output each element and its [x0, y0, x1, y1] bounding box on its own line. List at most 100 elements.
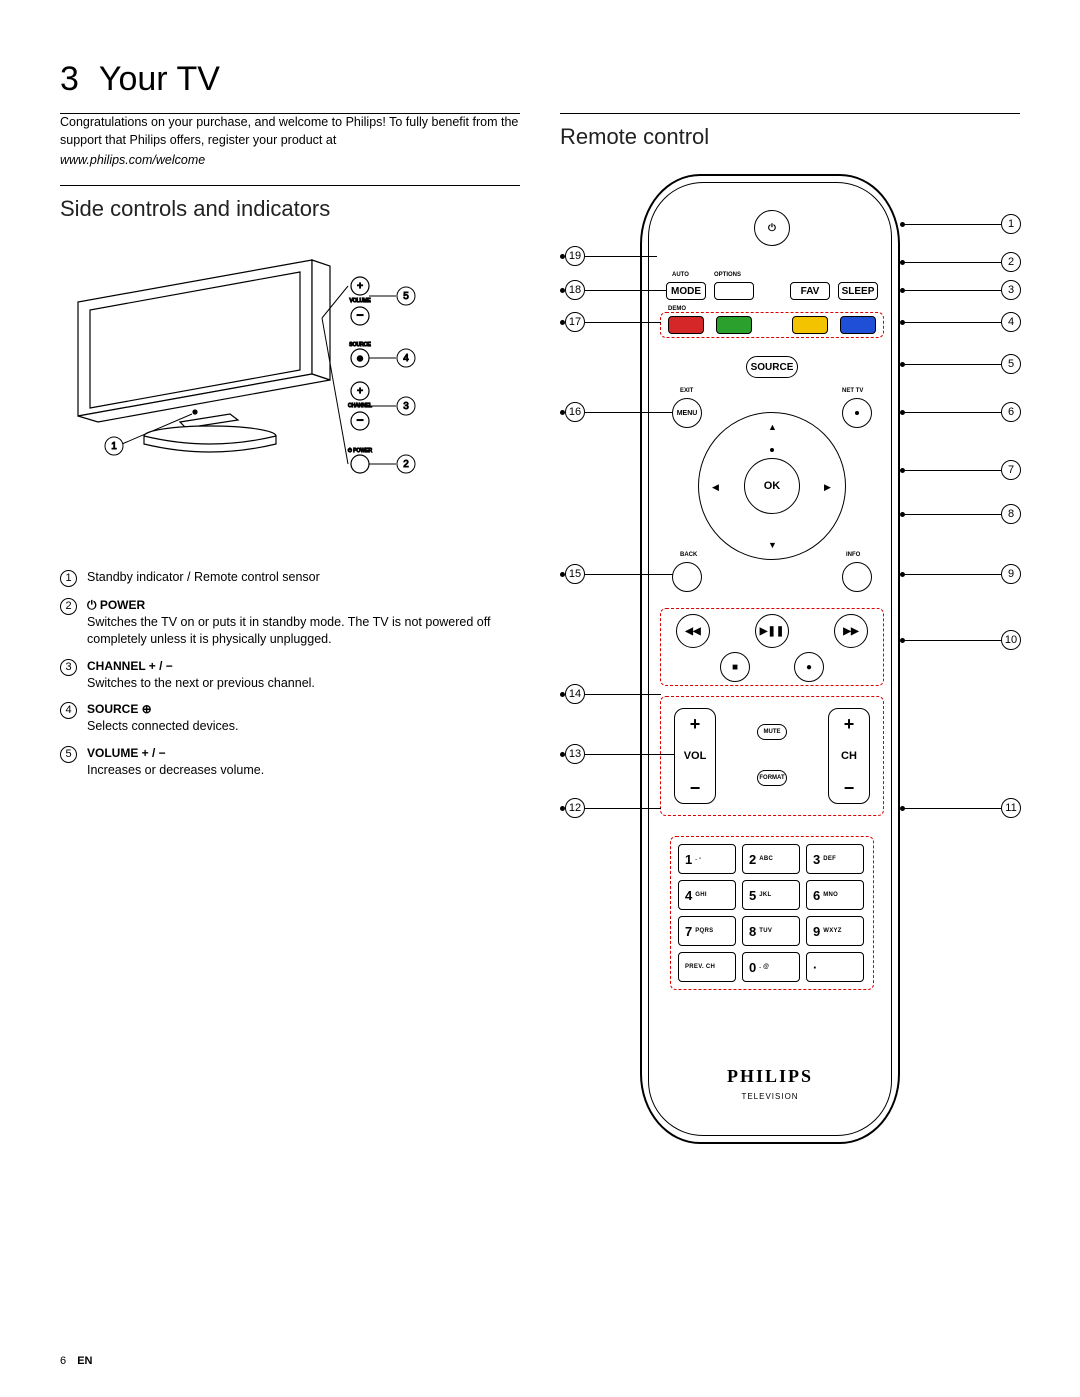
callout-2: 2	[60, 598, 77, 615]
down-arrow-icon: ▼	[768, 540, 777, 550]
item-title: ⏻ POWER	[87, 598, 145, 612]
brand-logo: PHILIPS	[642, 1066, 898, 1087]
callout-6: 6	[900, 402, 1021, 422]
key-PREV. CH: PREV. CH	[678, 952, 736, 982]
list-item: 4 SOURCE ⊕Selects connected devices.	[60, 701, 520, 735]
svg-text:CHANNEL: CHANNEL	[348, 403, 372, 409]
key-1: 1. -	[678, 844, 736, 874]
sleep-button: SLEEP	[838, 282, 878, 300]
record-button: ●	[794, 652, 824, 682]
page-title: 3 Your TV	[60, 60, 1020, 99]
left-column: Congratulations on your purchase, and we…	[60, 113, 520, 1164]
back-button	[672, 562, 702, 592]
up-arrow-icon: ▲	[768, 422, 777, 432]
options-label: OPTIONS	[714, 272, 741, 278]
chapter-title: Your TV	[99, 60, 220, 99]
callout-16: 16	[560, 402, 673, 422]
callout-15: 15	[560, 564, 673, 584]
section-heading-side: Side controls and indicators	[60, 196, 520, 222]
blue-button	[840, 316, 876, 334]
list-item: 5 VOLUME + / − Increases or decreases vol…	[60, 745, 520, 779]
source-button: SOURCE	[746, 356, 798, 378]
svg-text:2: 2	[403, 459, 409, 470]
key-8: 8TUV	[742, 916, 800, 946]
callout-10: 10	[900, 630, 1021, 650]
channel-rocker: +CH−	[828, 708, 870, 804]
svg-text:4: 4	[403, 353, 409, 364]
remote-diagram: ⏻ AUTO OPTIONS MODE FAV SLEEP DEMO SOURC…	[560, 164, 1020, 1164]
key-6: 6MNO	[806, 880, 864, 910]
right-column: Remote control ⏻ AUTO OPTIONS MODE FAV S…	[560, 113, 1020, 1164]
svg-text:−: −	[356, 308, 363, 322]
nettv-button	[842, 398, 872, 428]
item-body: Switches the TV on or puts it in standby…	[87, 614, 520, 648]
format-button: FORMAT	[757, 770, 787, 786]
key-2: 2ABC	[742, 844, 800, 874]
key-0: 0. @	[742, 952, 800, 982]
svg-text:+: +	[357, 386, 363, 397]
rewind-button: ◀◀	[676, 614, 710, 648]
item-body: Increases or decreases volume.	[87, 762, 264, 779]
callout-8: 8	[900, 504, 1021, 524]
auto-label: AUTO	[672, 272, 689, 278]
item-title: SOURCE ⊕	[87, 702, 152, 716]
play-pause-button: ▶❚❚	[755, 614, 789, 648]
callout-2: 2	[900, 252, 1021, 272]
options-button	[714, 282, 754, 300]
callout-7: 7	[900, 460, 1021, 480]
callout-1: 1	[60, 570, 77, 587]
svg-text:⊕: ⊕	[357, 354, 364, 363]
ok-button: OK	[744, 458, 800, 514]
page-footer: 6 EN	[60, 1355, 92, 1367]
fav-button: FAV	[790, 282, 830, 300]
info-button	[842, 562, 872, 592]
callout-11: 11	[900, 798, 1021, 818]
svg-text:SOURCE: SOURCE	[349, 342, 371, 348]
mute-button: MUTE	[757, 724, 787, 740]
power-button: ⏻	[754, 210, 790, 246]
callout-9: 9	[900, 564, 1021, 584]
divider	[60, 185, 520, 186]
callout-19: 19	[560, 246, 657, 266]
left-arrow-icon: ◀	[712, 482, 719, 493]
green-button	[716, 316, 752, 334]
ffwd-button: ▶▶	[834, 614, 868, 648]
mode-button: MODE	[666, 282, 706, 300]
callout-5: 5	[60, 746, 77, 763]
key-3: 3DEF	[806, 844, 864, 874]
key-4: 4GHI	[678, 880, 736, 910]
key-9: 9WXYZ	[806, 916, 864, 946]
info-label: INFO	[846, 552, 860, 558]
right-arrow-icon: ▶	[824, 482, 831, 493]
volume-rocker: +VOL−	[674, 708, 716, 804]
divider	[560, 113, 1020, 114]
svg-text:−: −	[356, 413, 363, 427]
callout-17: 17	[560, 312, 661, 332]
list-item: 3 CHANNEL + / −Switches to the next or p…	[60, 658, 520, 692]
item-body: Switches to the next or previous channel…	[87, 675, 315, 692]
item-title: CHANNEL + / −	[87, 659, 173, 673]
callout-4: 4	[60, 702, 77, 719]
svg-text:⏻ POWER: ⏻ POWER	[348, 448, 373, 454]
svg-text:+: +	[357, 281, 363, 292]
svg-text:1: 1	[111, 441, 117, 452]
menu-button: MENU	[672, 398, 702, 428]
callout-5: 5	[900, 354, 1021, 374]
stop-button: ■	[720, 652, 750, 682]
item-body: Standby indicator / Remote control senso…	[87, 569, 320, 586]
side-controls-list: 1 Standby indicator / Remote control sen…	[60, 569, 520, 779]
key-7: 7PQRS	[678, 916, 736, 946]
yellow-button	[792, 316, 828, 334]
exit-label: EXIT	[680, 388, 693, 394]
back-label: BACK	[680, 552, 697, 558]
callout-13: 13	[560, 744, 675, 764]
chapter-number: 3	[60, 60, 79, 99]
section-heading-remote: Remote control	[560, 124, 1020, 150]
callout-18: 18	[560, 280, 667, 300]
key-·: ·	[806, 952, 864, 982]
brand-subtitle: TELEVISION	[642, 1092, 898, 1101]
page-lang: EN	[77, 1355, 92, 1367]
item-title: VOLUME + / −	[87, 746, 166, 760]
tv-diagram: + VOLUME − SOURCE ⊕ + CHANNEL − ⏻ POWER …	[60, 236, 420, 546]
keypad: 1. -2ABC3DEF4GHI5JKL6MNO7PQRS8TUV9WXYZPR…	[678, 844, 864, 982]
